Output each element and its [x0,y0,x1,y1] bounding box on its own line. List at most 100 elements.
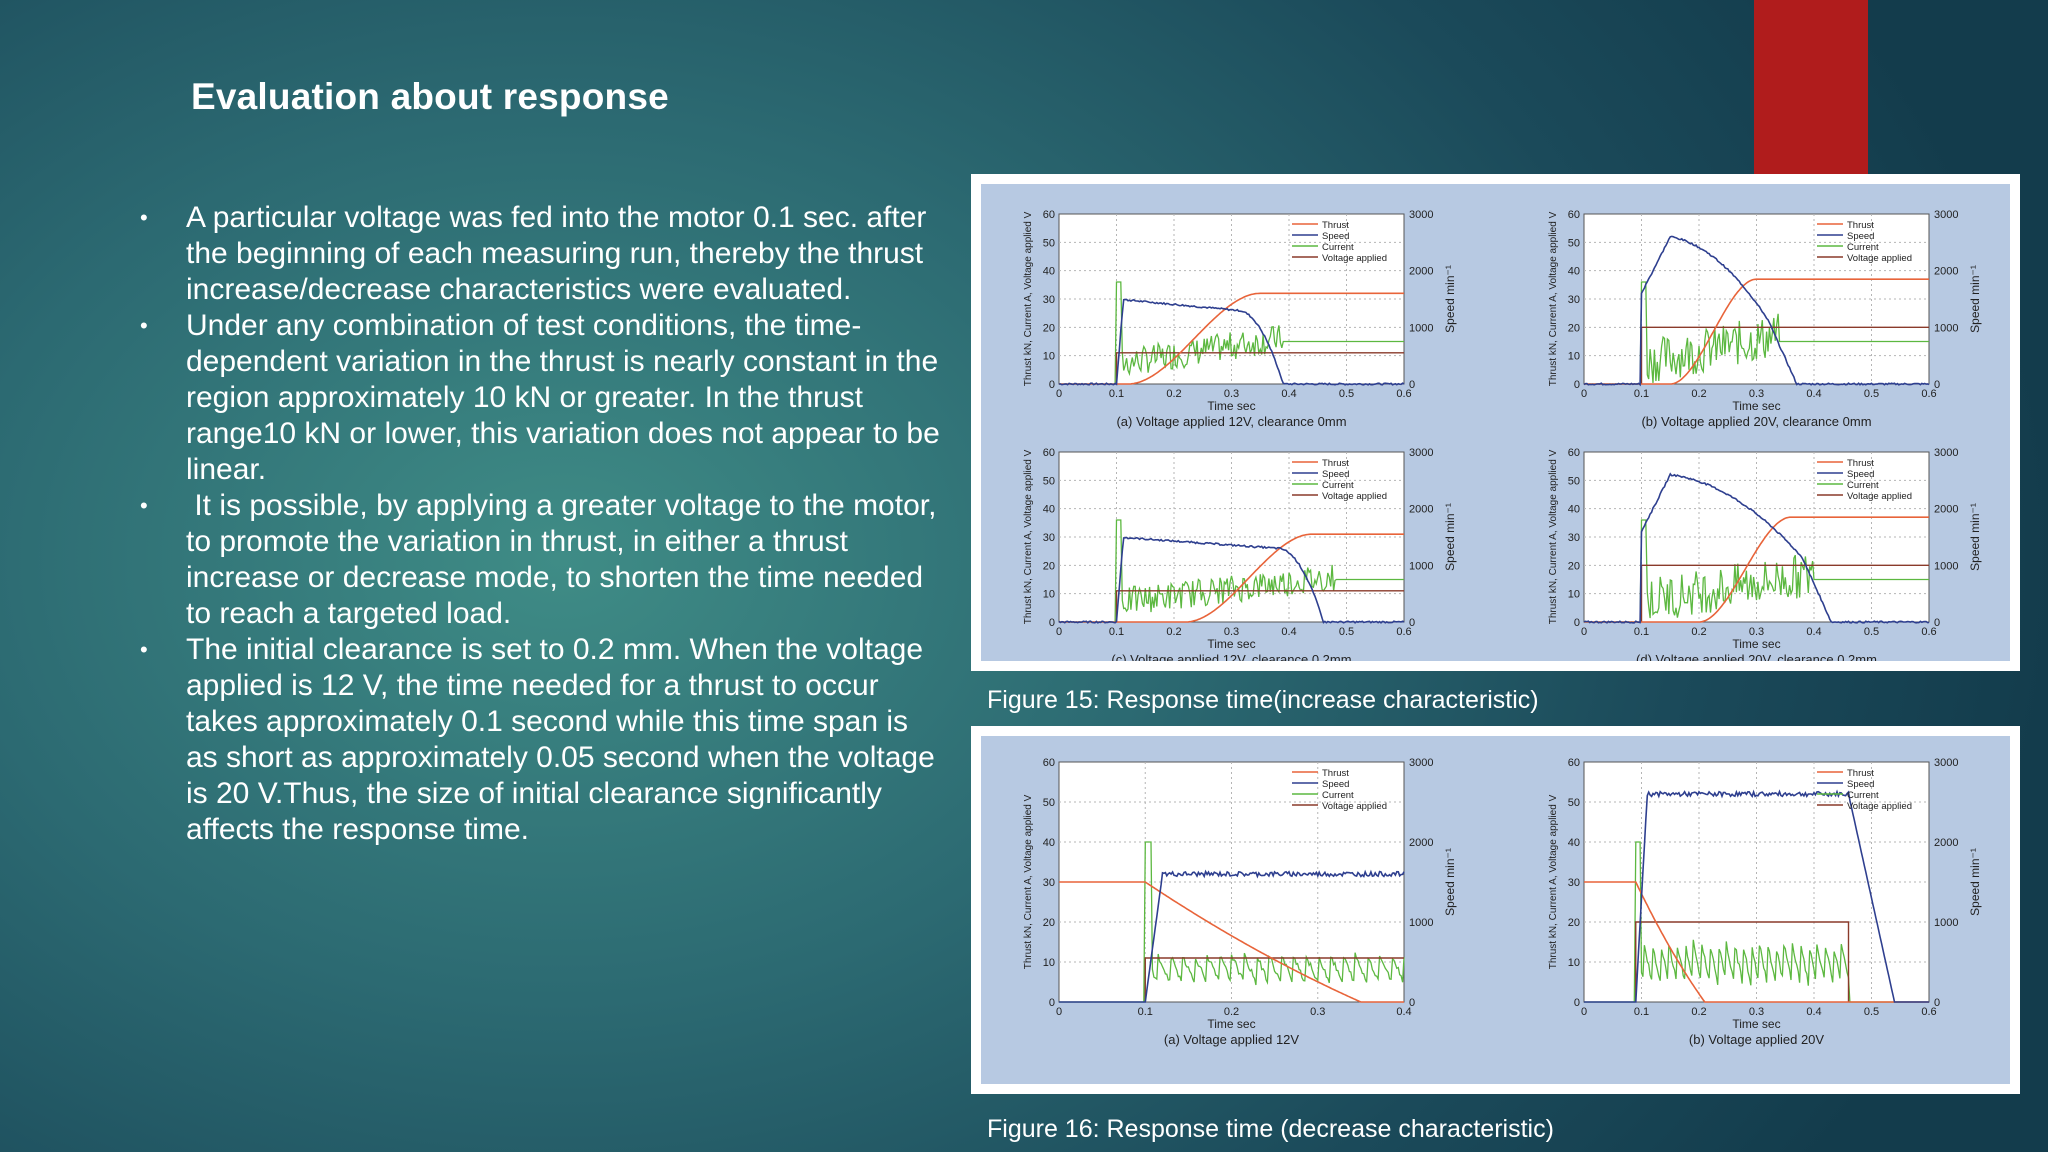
bullet-glyph: • [140,205,148,230]
legend-label: Thrust [1322,768,1349,779]
x-tick-label: 0.6 [1921,1006,1936,1018]
response-chart-3: 0 0.1 0.2 0.3 0.4 0.5 0.6010203040506001000200… [1548,447,1982,667]
y-tick-label: 0 [1049,617,1055,629]
y-tick-label: 20 [1568,322,1580,334]
legend-label: Thrust [1322,458,1349,469]
y2-tick-label: 3000 [1409,209,1433,221]
y-tick-label: 30 [1568,532,1580,544]
y2-axis-label: Speed min⁻¹ [1443,265,1457,333]
series-speed-line [1058,298,1405,386]
y2-tick-label: 3000 [1409,447,1433,459]
bullet-item: • The initial clearance is set to 0.2 mm.… [140,632,940,848]
y2-tick-label: 0 [1409,617,1415,629]
y-tick-label: 50 [1043,475,1055,487]
x-tick-label: 0 [1581,1006,1587,1018]
y2-tick-label: 2000 [1409,504,1433,516]
bullet-text: The initial clearance is set to 0.2 mm. … [186,633,935,846]
legend-label: Thrust [1847,458,1874,469]
x-tick-label: 0.2 [1166,626,1181,638]
y-tick-label: 10 [1043,351,1055,363]
chart-title: (b) Voltage applied 20V, clearance 0mm [1641,414,1871,429]
x-tick-label: 0.2 [1691,1006,1706,1018]
accent-bar [1754,0,1868,174]
x-tick-label: 0.3 [1749,1006,1764,1018]
y-tick-label: 40 [1043,266,1055,278]
chart-title: (d) Voltage applied 20V, clearance 0.2mm [1636,652,1877,661]
bullet-list: • A particular voltage was fed into the m… [140,200,940,848]
y-tick-label: 50 [1043,237,1055,249]
series-speed-line [1584,789,1929,1003]
series-current-line [1584,519,1929,623]
y2-axis-label: Speed min⁻¹ [1968,265,1982,333]
x-tick-label: 0.2 [1691,388,1706,400]
bullet-item: • A particular voltage was fed into the m… [140,200,940,308]
legend-label: Voltage applied [1847,491,1912,502]
y-tick-label: 60 [1043,209,1055,221]
y-axis-label: Thrust kN, Current A, Voltage applied V [1548,449,1559,624]
figure-15-panel: 0 0.1 0.2 0.3 0.4 0.5 0.6 0 10 20 30 40 50 60 0 1000 200… [971,174,2020,671]
chart-title: (c) Voltage applied 12V, clearance 0.2mm [1111,652,1351,661]
series-voltage-line [1115,590,1404,622]
legend-label: Current [1322,790,1354,801]
response-chart-2: 0 0.1 0.2 0.3 0.4 0.5 0.6010203040506001000200… [1023,447,1457,667]
legend-label: Current [1847,480,1879,491]
x-tick-label: 0.2 [1166,388,1181,400]
x-tick-label: 0.5 [1339,388,1354,400]
legend-label: Voltage applied [1847,801,1912,812]
y-axis-label: Thrust kN, Current A, Voltage applied V [1023,449,1034,624]
legend-label: Speed [1322,779,1349,790]
bullet-item: • Under any combination of test condition… [140,308,940,488]
series-current-line [1059,281,1404,385]
bullet-text: Under any combination of test conditions… [186,309,940,486]
chart-title: (a) Voltage applied 12V [1164,1032,1299,1047]
x-axis-label: Time sec [1207,637,1255,651]
y-tick-label: 30 [1043,294,1055,306]
x-tick-label: 0.1 [1138,1006,1153,1018]
y2-tick-label: 1000 [1409,560,1433,572]
chart-title: (b) Voltage applied 20V [1689,1032,1824,1047]
series-current-line [1059,519,1404,623]
series-current-line [1584,281,1929,385]
x-tick-label: 0.5 [1864,388,1879,400]
y2-tick-label: 0 [1409,379,1415,391]
y-tick-label: 20 [1568,560,1580,572]
x-axis-label: Time sec [1207,1017,1255,1031]
slide-title: Evaluation about response [191,76,669,117]
x-tick-label: 0.1 [1634,388,1649,400]
y2-tick-label: 2000 [1409,837,1433,849]
y2-axis-label: Speed min⁻¹ [1443,503,1457,571]
x-axis-label: Time sec [1732,637,1780,651]
legend-label: Current [1847,790,1879,801]
legend-label: Speed [1322,469,1349,480]
legend-label: Voltage applied [1322,801,1387,812]
chart-title: (a) Voltage applied 12V, clearance 0mm [1116,414,1346,429]
x-tick-label: 0.4 [1806,388,1821,400]
bullet-glyph: • [140,637,148,662]
y-tick-label: 40 [1568,837,1580,849]
y-tick-label: 60 [1043,757,1055,769]
y-tick-label: 30 [1043,532,1055,544]
x-tick-label: 0.2 [1691,626,1706,638]
y-tick-label: 20 [1043,917,1055,929]
x-tick-label: 0.3 [1749,626,1764,638]
y2-tick-label: 1000 [1934,322,1958,334]
y-axis-label: Thrust kN, Current A, Voltage applied V [1548,211,1559,386]
legend-label: Voltage applied [1322,253,1387,264]
y-tick-label: 20 [1568,917,1580,929]
y-tick-label: 0 [1049,379,1055,391]
y2-tick-label: 0 [1409,997,1415,1009]
x-tick-label: 0 [1581,388,1587,400]
y2-tick-label: 1000 [1934,917,1958,929]
y2-tick-label: 2000 [1934,504,1958,516]
x-tick-label: 0.6 [1396,626,1411,638]
y-tick-label: 60 [1568,447,1580,459]
legend-label: Current [1322,242,1354,253]
y2-tick-label: 1000 [1934,560,1958,572]
response-chart-5: 0 0.1 0.2 0.3 0.4 0.5 0.6010203040506001000200… [1548,757,1982,1047]
y2-tick-label: 1000 [1409,917,1433,929]
x-tick-label: 0.3 [1310,1006,1325,1018]
response-chart-4: 0 0.1 0.2 0.3 0.401020304050600100020003000T… [1023,757,1457,1047]
y-tick-label: 30 [1568,294,1580,306]
y-tick-label: 60 [1568,757,1580,769]
x-tick-label: 0.3 [1749,388,1764,400]
